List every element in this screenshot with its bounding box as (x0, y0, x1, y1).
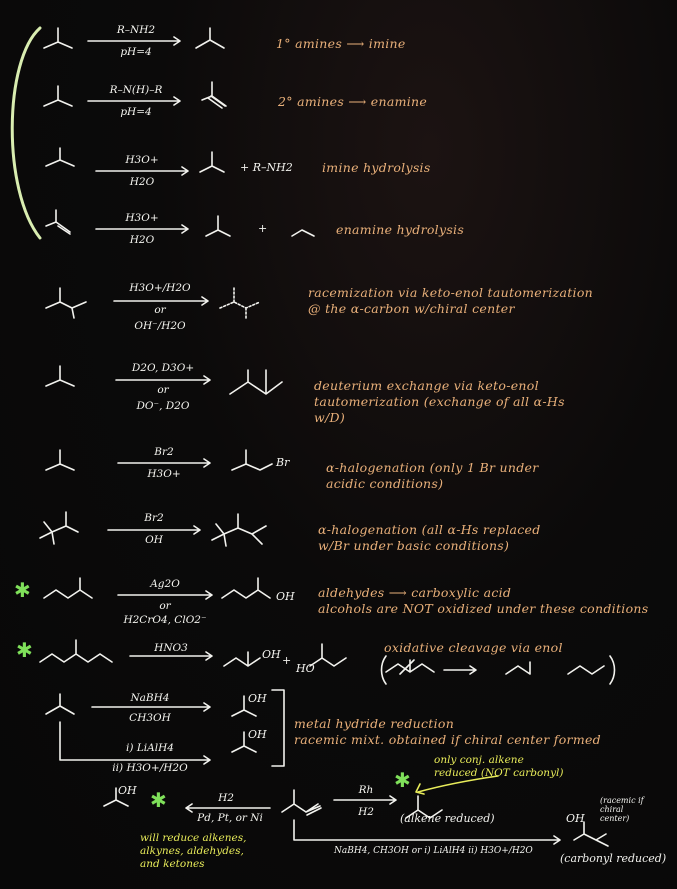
h2-reagent-bottom: Pd, Pt, or Ni (197, 812, 263, 824)
note-line: aldehydes ⟶ carboxylic acid (318, 585, 512, 600)
reagent-top: H3O+ (125, 154, 159, 166)
reagent-mid: or (159, 600, 171, 612)
reagent-mid: or (154, 304, 166, 316)
note-line: racemic mixt. obtained if chiral center … (294, 732, 601, 747)
reagent-bottom: pH=4 (120, 46, 152, 58)
reagent-bottom: H2O (129, 234, 155, 246)
note-line: only conj. alkene (434, 754, 524, 766)
note-line: center) (600, 814, 630, 823)
row4-structures (45, 209, 315, 237)
reagent-bottom: pH=4 (120, 106, 152, 118)
note-line: w/Br under basic conditions) (318, 538, 510, 553)
star-icon: ✱ (150, 788, 167, 812)
note-block: α-halogenation (all α-Hs replaced w/Br u… (318, 522, 541, 554)
note-line: @ the α-carbon w/chiral center (308, 301, 515, 316)
reagent-bottom: H2O (129, 176, 155, 188)
rh-product-note: (alkene reduced) (400, 812, 495, 825)
reagent-mid: or (157, 384, 169, 396)
reagent-top: D2O, D3O+ (131, 362, 195, 374)
note-line: racemization via keto-enol tautomerizati… (308, 285, 593, 300)
row8-structures (39, 511, 267, 547)
reagent-top: H3O+/H2O (129, 282, 191, 294)
hydride-product-note: (carbonyl reduced) (560, 852, 667, 865)
racemic-note: (racemic if chiral center) (600, 796, 644, 823)
note-line: tautomerization (exchange of all α-Hs (314, 394, 565, 409)
product-label: OH (276, 590, 295, 603)
rh-reagent-top: Rh (358, 784, 374, 796)
row6-structures (45, 365, 283, 395)
note-block: α-halogenation (only 1 Br under acidic c… (326, 460, 539, 492)
reagent-bottom: CH3OH (129, 712, 171, 724)
row5-structures (45, 287, 261, 319)
reagent-bottom: OH⁻/H2O (134, 320, 186, 332)
note-block: metal hydride reduction racemic mixt. ob… (294, 716, 601, 748)
reagent-bottom: OH (145, 534, 163, 546)
row9-structures (43, 577, 271, 600)
note: imine hydrolysis (322, 160, 431, 175)
note-line: chiral (600, 805, 624, 814)
note-line: reduced (NOT carbonyl) (434, 767, 564, 779)
note-line: α-halogenation (only 1 Br under (326, 460, 539, 475)
reagent-bottom: DO⁻, D2O (136, 400, 190, 412)
product-label: OH (262, 648, 281, 661)
bromine-label: Br (276, 456, 290, 469)
hydride-reagents: NaBH4, CH3OH or i) LiAlH4 ii) H3O+/H2O (334, 846, 533, 856)
bottom-structures (103, 775, 609, 847)
row7-structures (45, 449, 273, 471)
note-line: w/D) (314, 410, 346, 425)
group-bracket (10, 26, 42, 240)
note-line: oxidative cleavage via enol (384, 640, 563, 655)
note-line: will reduce alkenes, (140, 832, 247, 844)
product-extra: + R–NH2 (240, 161, 293, 174)
note-line: (racemic if (600, 796, 644, 805)
rh-note: only conj. alkene reduced (NOT carbonyl) (434, 754, 563, 780)
reagent-top: NaBH4 (130, 692, 170, 704)
alcohol-label: OH (118, 784, 137, 797)
note-line: alcohols are NOT oxidized under these co… (318, 601, 649, 616)
reagent-top: R–N(H)–R (109, 84, 163, 96)
reagent-bottom: H2CrO4, ClO2⁻ (123, 614, 207, 626)
reagent-top: HNO3 (154, 642, 188, 654)
note: enamine hydrolysis (336, 222, 465, 237)
row10-structures (39, 639, 616, 685)
note-line: deuterium exchange via keto-enol (314, 378, 539, 393)
note-block: deuterium exchange via keto-enol tautome… (314, 378, 565, 426)
note-block: aldehydes ⟶ carboxylic acid alcohols are… (318, 585, 648, 617)
h2-reagent-top: H2 (218, 792, 234, 804)
product-extra: + (258, 222, 268, 235)
row2-structures (43, 81, 227, 109)
reagent-top: R–NH2 (116, 24, 156, 36)
hydride-product-label: OH (566, 812, 585, 825)
row11-structures (45, 689, 285, 767)
note-line: acidic conditions) (326, 476, 444, 491)
product-label: OH (248, 728, 267, 741)
reagent-top: Ag2O (150, 578, 180, 590)
reagent2-top: i) LiAlH4 (126, 742, 174, 754)
note-block: racemization via keto-enol tautomerizati… (308, 285, 593, 317)
reagent-top: Br2 (144, 512, 164, 524)
note-line: and ketones (140, 858, 205, 870)
note: 1° amines ⟶ imine (276, 36, 406, 51)
star-icon: ✱ (394, 768, 411, 792)
product-label-2: HO (296, 662, 315, 675)
note-line: alkynes, aldehydes, (140, 845, 244, 857)
star-icon: ✱ (14, 578, 31, 602)
reagent2-bottom: ii) H3O+/H2O (112, 762, 188, 774)
reagent-bottom: H3O+ (147, 468, 181, 480)
reagent-top: H3O+ (125, 212, 159, 224)
product-label: OH (248, 692, 267, 705)
note-line: metal hydride reduction (294, 716, 455, 731)
row1-structures (43, 27, 225, 49)
note: 2° amines ⟶ enamine (278, 94, 428, 109)
note-block: oxidative cleavage via enol (384, 640, 563, 656)
note-line: α-halogenation (all α-Hs replaced (318, 522, 541, 537)
rh-reagent-bottom: H2 (358, 806, 374, 818)
star-icon: ✱ (16, 638, 33, 662)
h2-note: will reduce alkenes, alkynes, aldehydes,… (140, 832, 246, 871)
product-extra: + (282, 654, 292, 667)
row3-structures (45, 147, 225, 176)
reagent-top: Br2 (154, 446, 174, 458)
